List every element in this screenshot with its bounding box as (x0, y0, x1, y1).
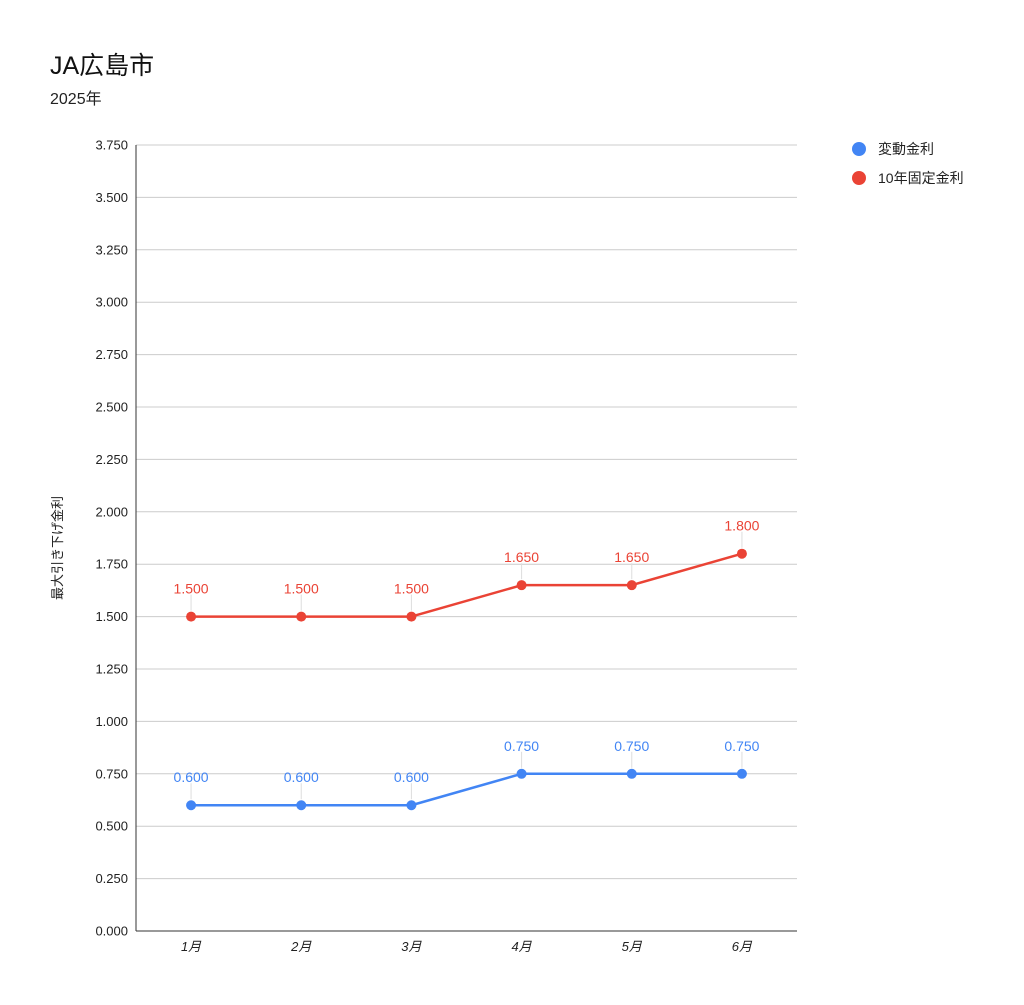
x-tick-label: 5月 (622, 939, 643, 954)
y-tick-label: 0.000 (95, 924, 128, 939)
y-tick-label: 1.250 (95, 662, 128, 677)
data-label: 1.500 (394, 581, 429, 597)
series-line (191, 552, 743, 618)
y-tick-label: 0.500 (95, 819, 128, 834)
data-label: 0.750 (614, 738, 649, 754)
data-point (186, 611, 197, 622)
x-tick-label: 4月 (511, 939, 532, 954)
data-label: 0.750 (504, 738, 539, 754)
y-tick-label: 1.500 (95, 609, 128, 624)
y-tick-label: 0.750 (95, 766, 128, 781)
data-label: 1.650 (504, 549, 539, 565)
legend-item-fixed-10y: 10年固定金利 (852, 163, 964, 192)
data-point (296, 611, 307, 622)
y-tick-label: 1.750 (95, 557, 128, 572)
y-axis-title: 最大引き下げ金利 (50, 496, 65, 600)
data-point (626, 580, 637, 591)
data-point (736, 548, 747, 559)
y-tick-label: 3.250 (95, 242, 128, 257)
y-tick-label: 0.250 (95, 871, 128, 886)
legend-label-variable: 変動金利 (878, 140, 934, 157)
data-point (626, 768, 637, 779)
legend-marker-fixed-10y (852, 170, 866, 185)
x-tick-label: 6月 (732, 939, 753, 954)
data-label: 1.500 (284, 581, 319, 597)
x-tick-label: 1月 (181, 939, 202, 954)
series-line (191, 772, 742, 807)
data-point (186, 800, 197, 811)
legend-marker-variable (852, 141, 866, 156)
data-label: 1.800 (724, 518, 759, 534)
data-label: 0.600 (284, 769, 319, 785)
data-label: 1.500 (174, 581, 209, 597)
y-tick-label: 2.750 (95, 347, 128, 362)
data-point (296, 800, 307, 811)
y-tick-label: 3.000 (95, 295, 128, 310)
x-tick-label: 2月 (290, 939, 312, 954)
chart-subtitle: 2025年 (50, 91, 102, 108)
y-tick-label: 1.000 (95, 714, 128, 729)
legend-item-variable: 変動金利 (852, 134, 964, 163)
y-tick-label: 3.750 (95, 138, 128, 153)
x-tick-label: 3月 (401, 939, 422, 954)
chart-title: JA広島市 (50, 52, 155, 80)
legend: 変動金利 10年固定金利 (852, 134, 964, 192)
y-tick-label: 2.500 (95, 400, 128, 415)
y-tick-label: 2.250 (95, 452, 128, 467)
data-point (736, 768, 747, 779)
data-point (406, 800, 417, 811)
y-tick-label: 3.500 (95, 190, 128, 205)
data-point (516, 768, 527, 779)
data-point (406, 611, 417, 622)
data-label: 0.750 (724, 738, 759, 754)
data-label: 0.600 (174, 769, 209, 785)
data-label: 1.650 (614, 549, 649, 565)
data-label: 0.600 (394, 769, 429, 785)
y-tick-label: 2.000 (95, 504, 128, 519)
data-point (516, 580, 527, 591)
legend-label-fixed-10y: 10年固定金利 (878, 169, 964, 186)
